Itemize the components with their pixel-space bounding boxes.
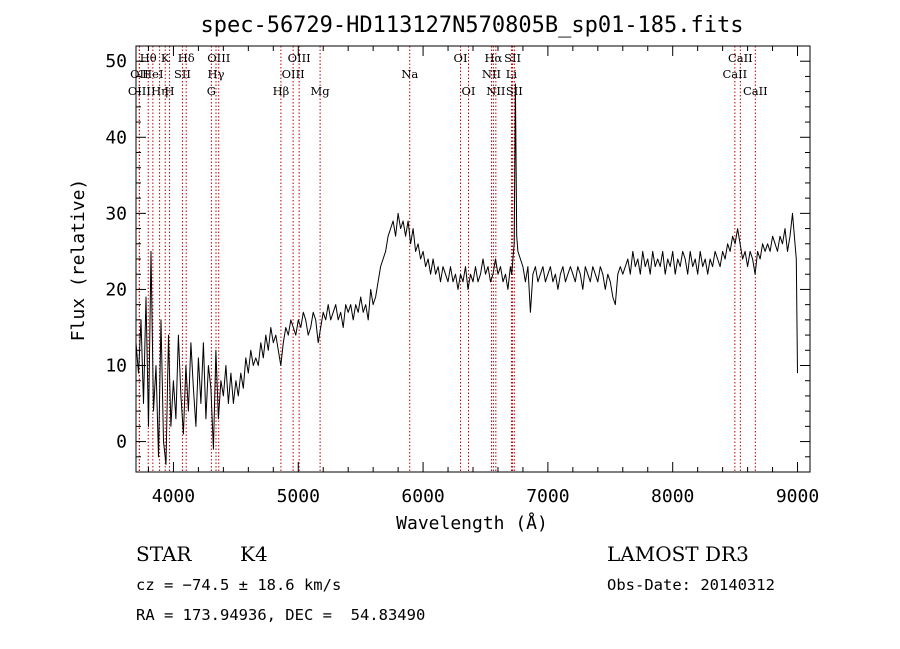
line-label-5: K <box>161 51 170 65</box>
y-tick-label: 30 <box>105 203 127 224</box>
line-label-18: OI <box>462 84 476 98</box>
redshift-velocity: cz = −74.5 ± 18.6 km/s <box>136 576 341 594</box>
line-label-1: OII <box>130 67 149 81</box>
line-label-2: OIII <box>128 84 151 98</box>
line-label-24: SII <box>506 84 523 98</box>
line-label-27: CaII <box>743 84 768 98</box>
chart-title: spec-56729-HD113127N570805B_sp01-185.fit… <box>200 13 743 38</box>
line-label-6: H <box>165 84 175 98</box>
y-axis-label: Flux (relative) <box>68 179 89 342</box>
spectral-subclass: K4 <box>240 542 268 566</box>
sky-coordinates: RA = 173.94936, DEC = 54.83490 <box>136 606 425 624</box>
line-label-21: NII <box>486 84 505 98</box>
y-tick-label: 20 <box>105 279 127 300</box>
emission-line-markers <box>138 46 756 472</box>
line-label-23: Li <box>506 67 518 81</box>
line-label-12: Hβ <box>273 84 290 98</box>
object-class: STAR <box>136 542 192 566</box>
line-label-15: Mg <box>311 84 331 98</box>
y-tick-label: 50 <box>105 51 127 72</box>
x-tick-label: 5000 <box>277 486 320 507</box>
line-label-7: SII <box>174 67 191 81</box>
line-label-10: Hγ <box>208 67 225 81</box>
x-axis-label: Wavelength (Å) <box>396 512 548 534</box>
line-label-22: SII <box>504 51 521 65</box>
emission-line-labels: Hθ OII OIII HeI Hη K H SII Hδ OIII Hγ G Hβ OIII OIII Mg… <box>128 51 768 98</box>
x-tick-label: 8000 <box>651 486 694 507</box>
spectrum-line <box>135 83 798 465</box>
y-axis-ticks: 0 10 20 30 40 50 <box>105 45 810 458</box>
x-axis-ticks: 4000 5000 6000 7000 8000 9000 <box>147 46 819 507</box>
line-label-17: OI <box>454 51 468 65</box>
line-label-19: Hα <box>484 51 502 65</box>
line-label-13: OIII <box>288 51 311 65</box>
x-tick-label: 4000 <box>152 486 195 507</box>
line-label-16: Na <box>401 67 418 81</box>
plot-frame <box>135 45 811 473</box>
y-tick-label: 40 <box>105 127 127 148</box>
line-label-3: HeI <box>142 67 163 81</box>
line-label-9: OIII <box>207 51 230 65</box>
line-label-26: CaII <box>722 67 747 81</box>
y-tick-label: 10 <box>105 356 127 377</box>
line-label-14: OIII <box>282 67 305 81</box>
y-tick-label: 0 <box>116 432 127 453</box>
x-tick-label: 6000 <box>401 486 444 507</box>
x-tick-label: 7000 <box>526 486 569 507</box>
line-label-20: NII <box>482 67 501 81</box>
line-label-25: CaII <box>728 51 753 65</box>
line-label-11: G <box>207 84 216 98</box>
survey-name: LAMOST DR3 <box>607 542 749 566</box>
line-label-0: Hθ <box>140 51 157 65</box>
line-label-8: Hδ <box>178 51 195 65</box>
line-label-4: Hη <box>151 84 168 98</box>
x-tick-label: 9000 <box>776 486 819 507</box>
observation-date: Obs-Date: 20140312 <box>607 576 775 594</box>
